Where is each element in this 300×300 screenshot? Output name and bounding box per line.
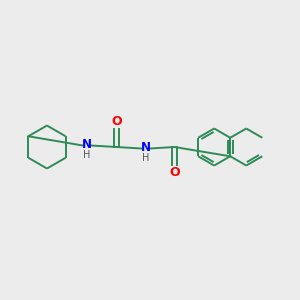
Text: O: O	[169, 167, 180, 179]
Text: H: H	[142, 153, 149, 163]
Text: N: N	[140, 140, 151, 154]
Text: H: H	[83, 150, 90, 160]
Text: N: N	[82, 137, 92, 151]
Text: O: O	[111, 115, 122, 128]
